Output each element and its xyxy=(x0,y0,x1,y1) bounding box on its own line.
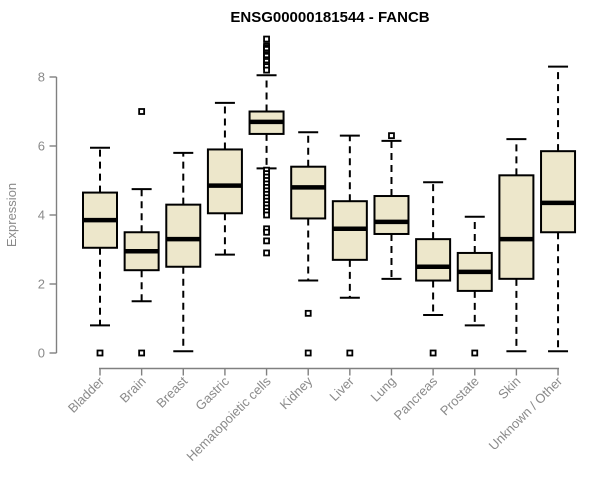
iqr-box xyxy=(498,174,535,280)
outlier-point xyxy=(138,108,146,115)
y-tick-label: 6 xyxy=(38,139,45,154)
box-group xyxy=(373,132,410,280)
iqr-box xyxy=(415,238,452,282)
box-group xyxy=(540,65,577,353)
outlier-point xyxy=(471,349,479,357)
y-tick-label: 8 xyxy=(38,70,45,85)
box-group xyxy=(290,131,327,357)
iqr-box xyxy=(206,148,243,215)
box-group xyxy=(415,181,452,357)
box-group xyxy=(248,35,285,257)
outlier-point xyxy=(263,249,270,257)
outlier-point xyxy=(263,237,270,245)
iqr-box xyxy=(373,195,410,235)
y-tick-label: 0 xyxy=(38,346,45,361)
y-axis-label: Expression xyxy=(4,183,19,247)
x-category-label: Brain xyxy=(117,374,149,406)
iqr-box xyxy=(540,150,577,234)
x-category-label: Kidney xyxy=(277,373,316,412)
box-group xyxy=(498,138,535,353)
outlier-point xyxy=(263,66,270,74)
outlier-point xyxy=(263,211,270,219)
box-group xyxy=(165,151,202,353)
box-group xyxy=(123,108,160,357)
box-group xyxy=(456,215,493,357)
box-group xyxy=(331,134,368,357)
iqr-box xyxy=(165,203,202,268)
box-group xyxy=(206,101,243,256)
x-category-label: Breast xyxy=(153,373,190,410)
iqr-box xyxy=(290,165,327,220)
box-group xyxy=(82,146,118,357)
chart-title: ENSG00000181544 - FANCB xyxy=(230,9,429,26)
outlier-point xyxy=(304,309,312,317)
outlier-point xyxy=(429,349,437,357)
y-tick-label: 2 xyxy=(38,277,45,292)
x-category-label: Liver xyxy=(326,373,357,404)
x-category-label: Skin xyxy=(495,374,523,402)
outlier-point xyxy=(263,35,270,43)
x-category-label: Unknown / Other xyxy=(486,373,566,453)
x-category-label: Lung xyxy=(368,374,399,405)
x-category-label: Prostate xyxy=(437,374,482,419)
x-category-label: Pancreas xyxy=(391,373,441,423)
x-category-label: Bladder xyxy=(65,373,108,416)
outlier-point xyxy=(304,349,312,357)
x-category-label: Gastric xyxy=(192,373,232,413)
outlier-point xyxy=(346,349,354,357)
outlier-point xyxy=(263,228,270,236)
outlier-point xyxy=(96,349,104,357)
outlier-point xyxy=(138,349,146,357)
y-tick-label: 4 xyxy=(38,208,45,223)
outlier-point xyxy=(388,132,395,140)
